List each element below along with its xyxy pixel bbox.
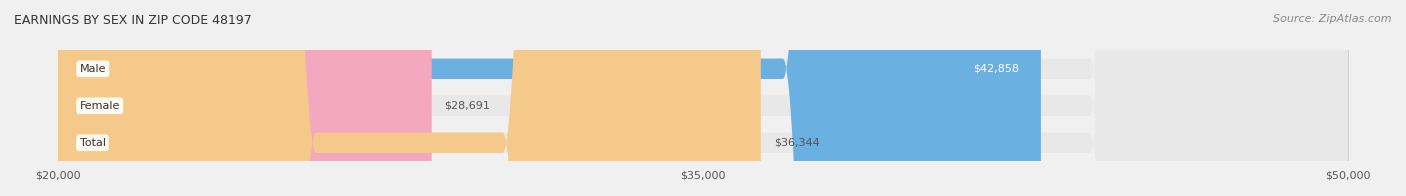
Text: Total: Total (80, 138, 105, 148)
Text: Male: Male (80, 64, 105, 74)
FancyBboxPatch shape (58, 0, 1348, 196)
Text: Source: ZipAtlas.com: Source: ZipAtlas.com (1274, 14, 1392, 24)
FancyBboxPatch shape (58, 0, 1348, 196)
Text: $42,858: $42,858 (973, 64, 1019, 74)
Text: $28,691: $28,691 (444, 101, 491, 111)
FancyBboxPatch shape (58, 0, 761, 196)
FancyBboxPatch shape (58, 0, 1040, 196)
Text: $36,344: $36,344 (773, 138, 820, 148)
Text: EARNINGS BY SEX IN ZIP CODE 48197: EARNINGS BY SEX IN ZIP CODE 48197 (14, 14, 252, 27)
FancyBboxPatch shape (58, 0, 432, 196)
Text: Female: Female (80, 101, 120, 111)
FancyBboxPatch shape (58, 0, 1348, 196)
